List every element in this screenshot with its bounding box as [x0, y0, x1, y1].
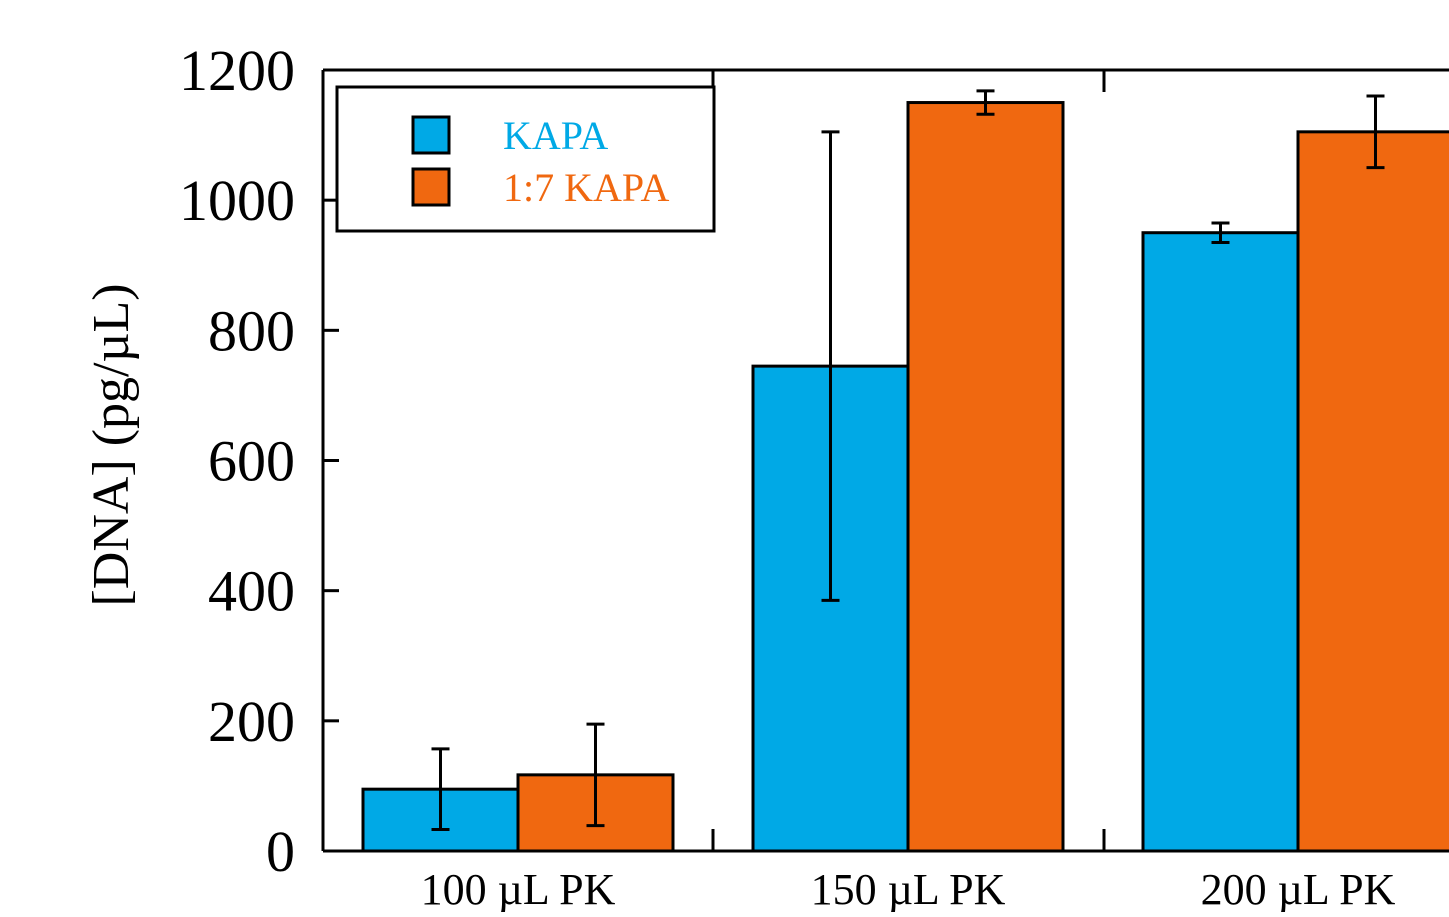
y-tick-label-200: 200 [208, 689, 295, 754]
error-bar-1-7-kapa-3 [1366, 94, 1385, 170]
error-bar-1-7-kapa-2 [976, 89, 995, 116]
legend-swatch-kapa [411, 115, 451, 155]
bar-1-7-kapa-2 [906, 101, 1065, 853]
y-tick-label-1000: 1000 [179, 168, 295, 233]
legend-swatch-1-7-kapa [411, 167, 451, 207]
legend-box [335, 85, 716, 233]
y-tick-label-0: 0 [266, 819, 295, 884]
error-bars-layer [431, 89, 1385, 832]
bar-kapa-3 [1141, 231, 1300, 853]
y-axis-label: [DNA] (pg/µL) [83, 283, 140, 606]
x-tick-label-3: 200 µL PK [1201, 865, 1396, 912]
legend-label-kapa: KAPA [503, 113, 608, 158]
y-tick-label-600: 600 [208, 429, 295, 494]
axes-layer: 100 µL PK 150 µL PK 200 µL PK 0 200 400 600 800… [179, 38, 1449, 914]
bar-1-7-kapa-3 [1296, 130, 1449, 853]
y-tick-label-1200: 1200 [179, 38, 295, 103]
error-bar-kapa-2 [821, 130, 840, 602]
error-bar-kapa-1 [431, 747, 450, 832]
error-bar-1-7-kapa-1 [586, 722, 605, 828]
x-tick-label-1: 100 µL PK [421, 865, 616, 912]
error-bar-kapa-3 [1211, 221, 1230, 244]
legend: KAPA 1:7 KAPA [335, 85, 716, 233]
legend-label-1-7-kapa: 1:7 KAPA [503, 165, 669, 210]
y-tick-label-400: 400 [208, 559, 295, 624]
y-tick-label-800: 800 [208, 298, 295, 363]
x-tick-label-2: 150 µL PK [811, 865, 1006, 912]
